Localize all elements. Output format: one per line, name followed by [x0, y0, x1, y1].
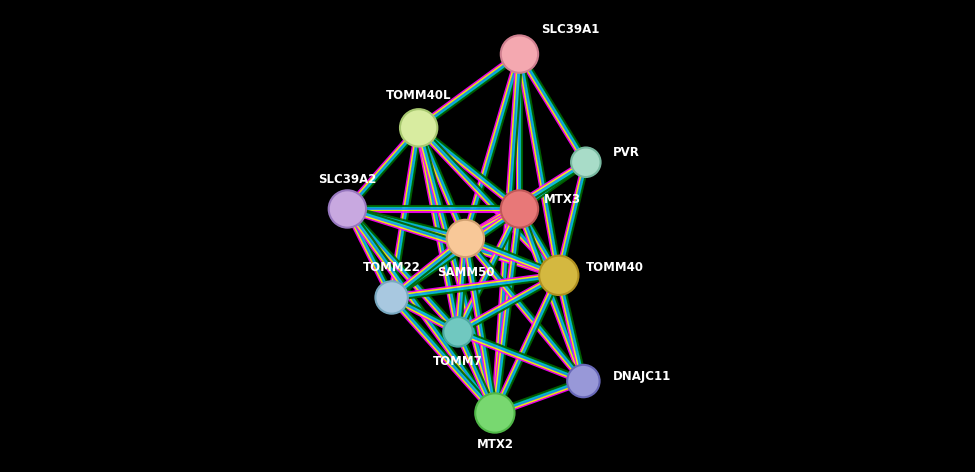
Text: PVR: PVR	[613, 146, 640, 159]
Circle shape	[329, 190, 366, 228]
Circle shape	[375, 281, 408, 314]
Text: TOMM7: TOMM7	[433, 355, 483, 368]
Text: TOMM22: TOMM22	[363, 261, 420, 274]
Circle shape	[400, 109, 438, 146]
Text: DNAJC11: DNAJC11	[613, 370, 671, 383]
Circle shape	[567, 365, 600, 397]
Circle shape	[501, 35, 538, 73]
Text: SLC39A1: SLC39A1	[541, 23, 600, 36]
Text: SLC39A2: SLC39A2	[318, 173, 376, 186]
Circle shape	[447, 220, 484, 257]
Circle shape	[571, 147, 601, 177]
Text: SAMM50: SAMM50	[437, 266, 494, 279]
Circle shape	[475, 393, 515, 433]
Circle shape	[501, 190, 538, 228]
Text: MTX2: MTX2	[477, 438, 514, 451]
Text: TOMM40L: TOMM40L	[386, 89, 451, 102]
Circle shape	[444, 317, 473, 346]
Circle shape	[539, 256, 578, 295]
Text: MTX3: MTX3	[544, 193, 581, 206]
Text: TOMM40: TOMM40	[586, 261, 644, 274]
